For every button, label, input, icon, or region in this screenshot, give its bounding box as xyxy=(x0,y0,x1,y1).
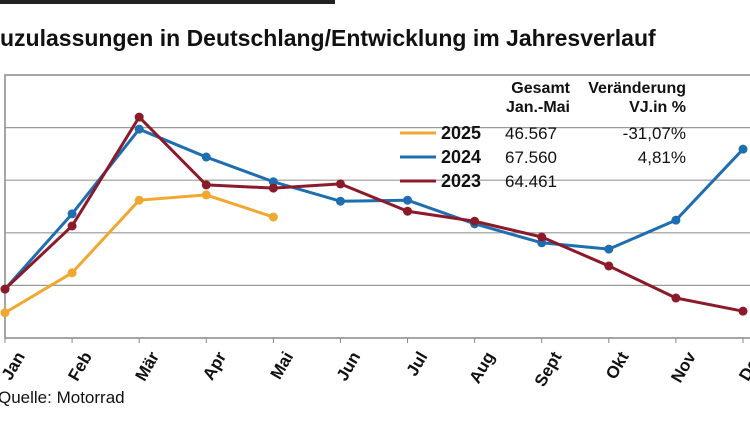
series-line xyxy=(3,127,745,291)
series-line xyxy=(3,115,744,313)
point xyxy=(738,144,748,154)
point xyxy=(201,152,211,162)
x-tick-label: Aug xyxy=(466,349,499,387)
x-tick-label: Jan xyxy=(0,349,29,384)
point xyxy=(134,112,144,122)
point xyxy=(201,190,211,200)
point xyxy=(201,180,211,190)
legend-total: 67.560 xyxy=(505,148,557,167)
point xyxy=(0,284,10,294)
chart-title: uzulassungen in Deutschlang/Entwicklung … xyxy=(0,25,656,51)
x-tick-label: Sept xyxy=(531,348,566,390)
point xyxy=(335,196,345,206)
point xyxy=(268,183,278,193)
x-tick-label: Mär xyxy=(131,348,163,384)
point xyxy=(67,221,77,231)
point xyxy=(403,195,413,205)
x-tick-label: Feb xyxy=(64,349,96,385)
point xyxy=(67,209,77,219)
x-tick-label: Jun xyxy=(333,349,365,385)
point xyxy=(268,212,278,222)
legend-header: VJ.in % xyxy=(629,99,686,116)
point xyxy=(67,268,77,278)
x-tick-label: Dez xyxy=(735,349,750,385)
point xyxy=(671,215,681,225)
point xyxy=(470,216,480,226)
x-tick-label: Mai xyxy=(267,349,298,383)
point xyxy=(0,308,10,318)
point xyxy=(604,261,614,271)
x-tick-label: Apr xyxy=(199,348,230,383)
point xyxy=(403,206,413,216)
point xyxy=(537,232,547,242)
x-tick-label: Nov xyxy=(667,348,700,386)
point xyxy=(134,124,144,134)
point xyxy=(134,195,144,205)
point xyxy=(738,306,748,316)
legend-change: 4,81% xyxy=(638,148,686,167)
legend-header: Veränderung xyxy=(588,80,686,97)
legend-header: Jan.-Mai xyxy=(506,99,570,116)
point xyxy=(335,179,345,189)
legend-total: 46.567 xyxy=(505,124,557,143)
legend-label: 2023 xyxy=(441,171,481,191)
plot-frame xyxy=(4,74,750,339)
series-line xyxy=(4,193,274,315)
photo-edge xyxy=(0,0,335,4)
point xyxy=(671,293,681,303)
point xyxy=(604,244,614,254)
point xyxy=(268,177,278,187)
legend-label: 2024 xyxy=(441,147,481,167)
legend-label: 2025 xyxy=(441,123,481,143)
x-tick-label: Okt xyxy=(602,348,633,382)
x-tick-label: Jul xyxy=(403,349,432,380)
legend-total: 64.461 xyxy=(505,172,557,191)
source: Quelle: Motorrad xyxy=(0,388,125,407)
legend-change: -31,07% xyxy=(623,124,686,143)
legend-header: Gesamt xyxy=(511,80,570,97)
